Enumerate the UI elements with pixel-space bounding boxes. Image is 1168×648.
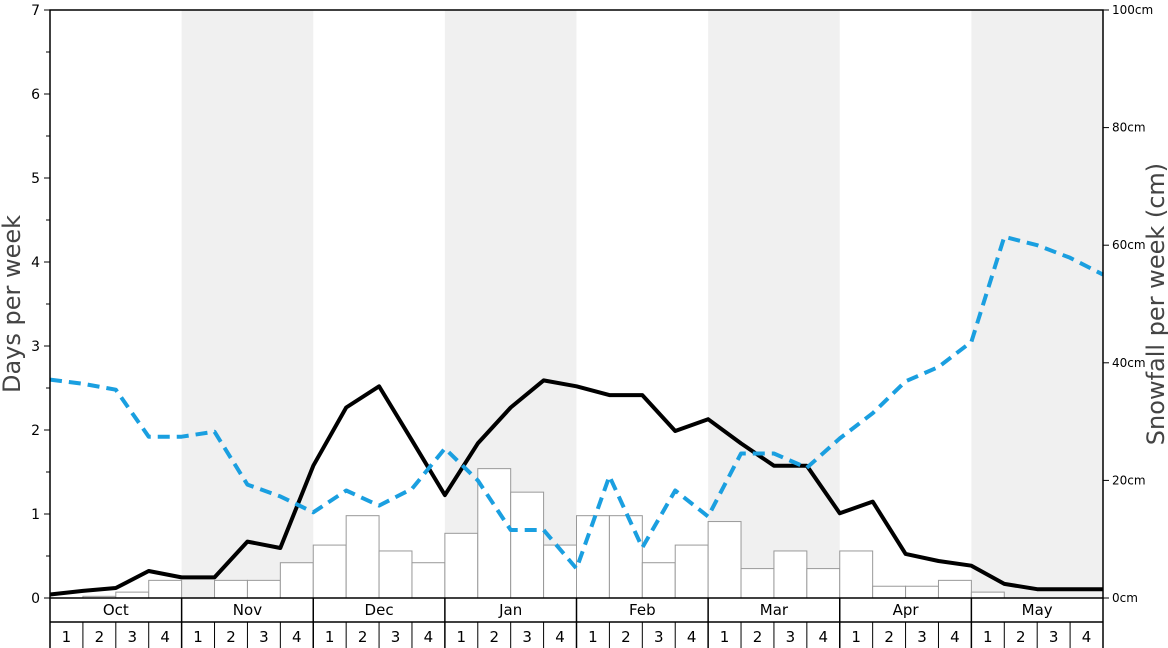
week-label: 3 — [654, 628, 664, 646]
week-bar — [608, 515, 643, 599]
month-label: Apr — [893, 601, 920, 619]
week-bar — [872, 585, 907, 599]
week-bar — [345, 515, 380, 599]
month-band — [708, 10, 840, 598]
weekly-bars — [82, 468, 1005, 599]
week-bar — [312, 544, 347, 599]
month-bands — [181, 10, 1103, 598]
days-per-week-line — [49, 234, 1104, 571]
week-label: 1 — [325, 628, 335, 646]
week-label: 1 — [720, 628, 730, 646]
week-label: 4 — [292, 628, 302, 646]
week-label: 4 — [950, 628, 960, 646]
week-bar — [543, 544, 577, 599]
y2-tick-label: 0cm — [1112, 591, 1138, 605]
y2-tick-label: 20cm — [1112, 473, 1146, 487]
month-band — [181, 10, 314, 598]
week-label: 2 — [884, 628, 894, 646]
week-bar — [148, 579, 183, 599]
week-bar — [839, 550, 874, 599]
x-axis: Oct 1 2 3 4 Nov 1 2 3 4 Dec 1 2 3 4 Jan 1 2 3 4 Feb 1 2 3 4 Mar 1 2… — [49, 598, 1104, 648]
week-label: 4 — [1082, 628, 1092, 646]
y-tick-label: 6 — [31, 87, 40, 103]
week-bar — [444, 532, 479, 599]
week-label: 2 — [95, 628, 105, 646]
week-label: 3 — [391, 628, 401, 646]
week-label: 4 — [160, 628, 170, 646]
week-bar — [378, 550, 413, 599]
week-bar — [740, 568, 775, 599]
y-tick-label: 4 — [31, 255, 40, 271]
week-label: 4 — [424, 628, 434, 646]
week-bar — [279, 562, 314, 599]
week-label: 4 — [555, 628, 565, 646]
week-label: 1 — [588, 628, 598, 646]
week-label: 3 — [522, 628, 532, 646]
y-tick-label: 3 — [31, 339, 40, 355]
week-label: 1 — [62, 628, 72, 646]
week-label: 1 — [193, 628, 203, 646]
week-bar — [477, 468, 512, 599]
week-label: 2 — [1016, 628, 1026, 646]
week-label: 3 — [917, 628, 927, 646]
y-tick-label: 7 — [31, 3, 40, 19]
y-tick-label: 5 — [31, 171, 40, 187]
week-label: 4 — [819, 628, 829, 646]
month-label: Dec — [365, 601, 394, 619]
week-label: 1 — [983, 628, 993, 646]
week-bar — [411, 562, 446, 599]
week-bar — [246, 579, 281, 599]
week-bar — [773, 550, 808, 599]
y2-tick-label: 40cm — [1112, 356, 1146, 370]
y-tick-label: 2 — [31, 423, 40, 439]
week-bar — [115, 591, 150, 599]
week-bar — [905, 585, 939, 599]
week-label: 3 — [786, 628, 796, 646]
month-label: Feb — [629, 601, 656, 619]
week-label: 2 — [621, 628, 631, 646]
week-bar — [674, 544, 709, 599]
month-label: Nov — [233, 601, 262, 619]
week-label: 2 — [358, 628, 368, 646]
y2-tick-label: 60cm — [1112, 238, 1146, 252]
week-label: 2 — [226, 628, 236, 646]
week-bar — [641, 562, 676, 599]
y2-axis-title: Snowfall per week (cm) — [1142, 163, 1168, 445]
week-label: 3 — [259, 628, 269, 646]
week-bar — [937, 579, 972, 599]
y-tick-label: 0 — [31, 591, 40, 607]
snowfall-line — [49, 378, 1103, 597]
y-axis-title: Days per week — [0, 215, 26, 393]
week-label: 3 — [1049, 628, 1059, 646]
month-label: Jan — [498, 601, 522, 619]
month-band — [971, 10, 1103, 598]
right-axis: 0cm 20cm 40cm 60cm 80cm 100cm — [1103, 3, 1153, 605]
week-label: 4 — [687, 628, 697, 646]
series-lines — [49, 234, 1104, 597]
month-label: Oct — [103, 601, 129, 619]
y2-tick-label: 100cm — [1112, 3, 1153, 17]
week-bar — [806, 568, 841, 599]
month-label: Mar — [760, 601, 789, 619]
week-label: 2 — [753, 628, 763, 646]
week-label: 1 — [457, 628, 467, 646]
week-label: 2 — [489, 628, 499, 646]
week-bar — [707, 521, 742, 599]
left-axis: 0 1 2 3 4 5 6 7 — [31, 3, 50, 607]
week-label: 3 — [127, 628, 137, 646]
week-bar — [214, 579, 248, 599]
week-bar — [970, 591, 1005, 599]
y2-tick-label: 80cm — [1112, 121, 1146, 135]
week-bar — [510, 491, 545, 599]
month-label: May — [1022, 601, 1053, 619]
week-label: 1 — [851, 628, 861, 646]
y-tick-label: 1 — [31, 507, 40, 523]
